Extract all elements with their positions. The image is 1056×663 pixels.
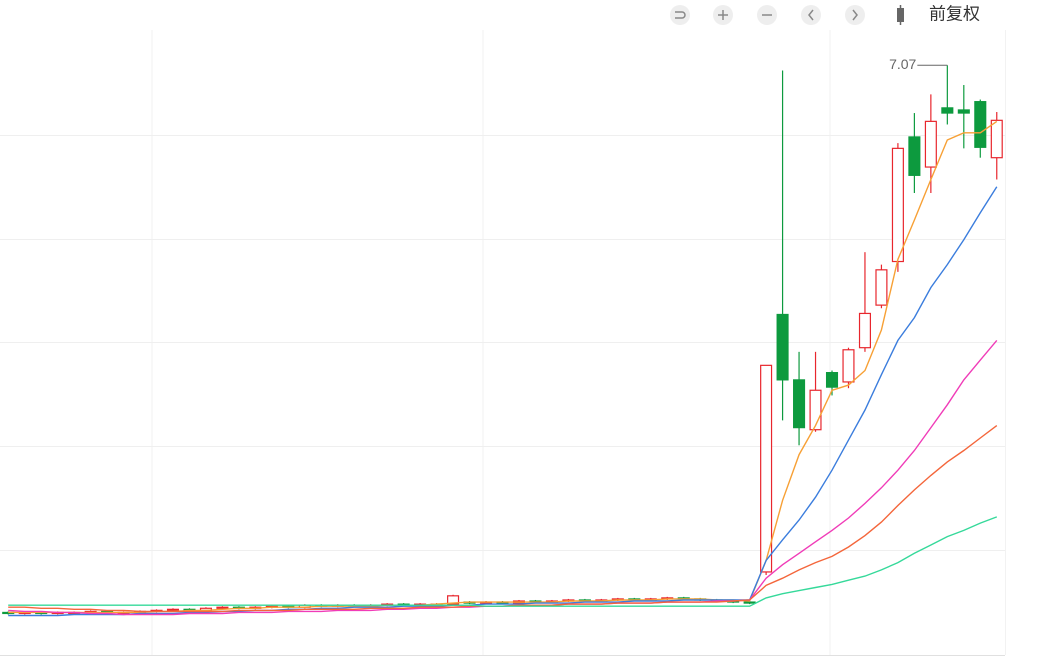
candle-body [216, 606, 229, 609]
candle-body [825, 372, 839, 388]
candle-body [793, 379, 806, 429]
ma-line [8, 516, 998, 607]
candle-body [842, 349, 855, 383]
candle-body [743, 601, 756, 604]
toolbar [670, 5, 904, 25]
zoom-in-button[interactable] [713, 5, 733, 25]
candle-body [166, 608, 180, 611]
candle-body [924, 120, 937, 168]
candle-body [809, 389, 822, 431]
candle-body [941, 107, 954, 114]
candle-body [776, 313, 789, 381]
undo-button[interactable] [670, 5, 690, 25]
adjust-button[interactable]: 前复权 [929, 4, 980, 23]
next-button[interactable] [845, 5, 865, 25]
candle-body [990, 119, 1003, 159]
candle-body [858, 312, 871, 349]
candle-body [891, 147, 904, 263]
max-label: 7.07 [889, 56, 916, 72]
ma-line [8, 186, 998, 617]
candle-body [447, 595, 460, 605]
candle-body [908, 136, 921, 176]
candle-body [875, 269, 888, 306]
candle-type-button[interactable] [897, 5, 904, 25]
candle-body [760, 364, 773, 573]
candle-body [957, 109, 970, 114]
prev-button[interactable] [801, 5, 821, 25]
candle-body [974, 101, 987, 148]
zoom-out-button[interactable] [757, 5, 777, 25]
